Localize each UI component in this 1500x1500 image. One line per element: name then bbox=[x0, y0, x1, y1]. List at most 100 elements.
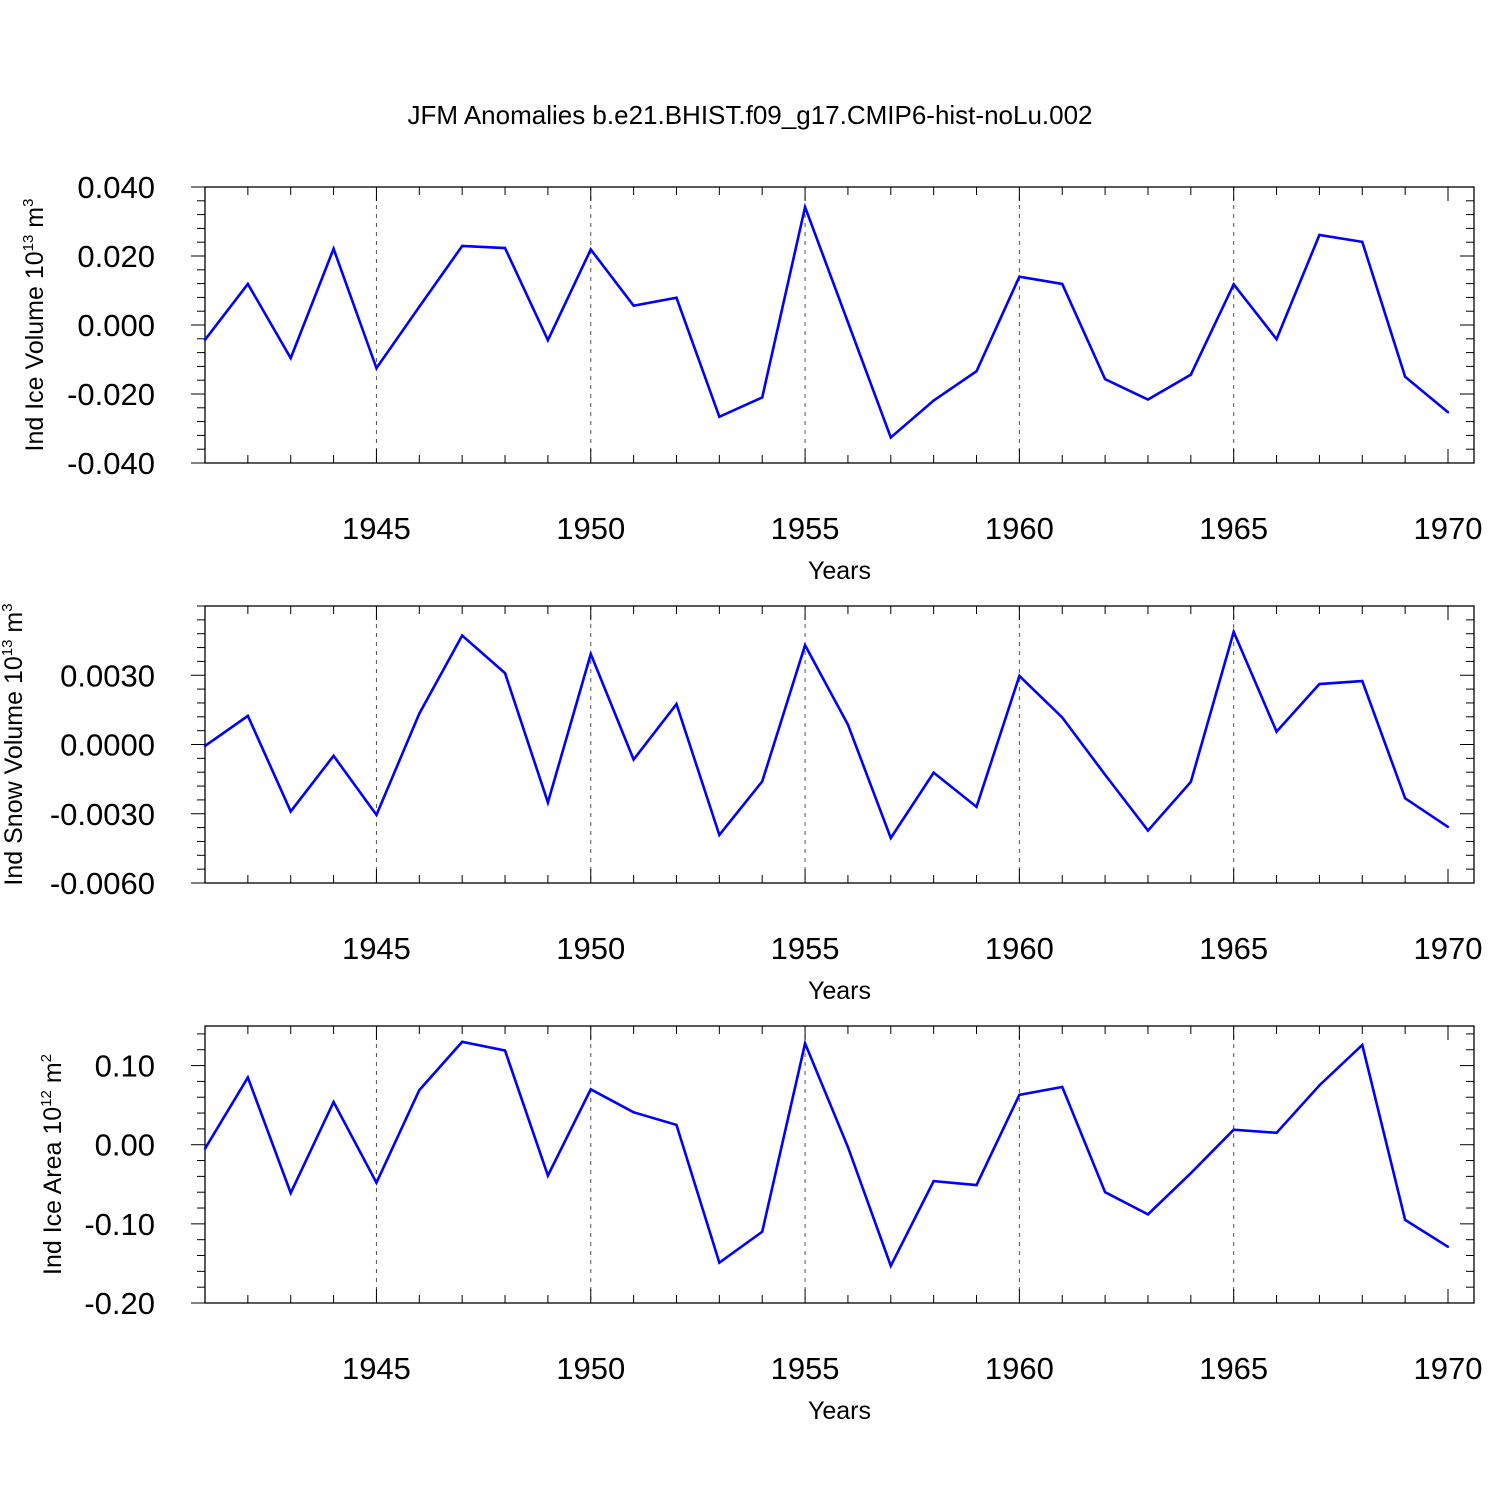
data-point bbox=[1103, 1191, 1107, 1194]
data-point bbox=[718, 415, 721, 418]
data-point bbox=[1361, 1043, 1364, 1047]
data-point bbox=[1403, 1218, 1407, 1222]
data-point bbox=[1403, 375, 1407, 378]
data-point bbox=[203, 1147, 207, 1150]
y-tick-label: -0.0060 bbox=[50, 866, 155, 901]
y-axis-title: Ind Snow Volume 1013 m3 bbox=[0, 603, 28, 885]
data-point bbox=[718, 833, 721, 837]
data-point bbox=[889, 436, 892, 439]
data-point bbox=[289, 1191, 292, 1195]
data-point bbox=[1018, 275, 1021, 278]
data-point bbox=[418, 305, 421, 308]
data-point bbox=[932, 399, 935, 402]
y-tick-label: 0.000 bbox=[77, 308, 155, 343]
x-tick-label: 1945 bbox=[342, 511, 411, 546]
data-point bbox=[1446, 825, 1450, 829]
plot-frame bbox=[204, 1025, 1475, 1304]
y-tick-label: 0.040 bbox=[77, 170, 155, 205]
data-point bbox=[546, 338, 550, 342]
data-point bbox=[1361, 240, 1364, 244]
data-point bbox=[460, 1040, 464, 1044]
series-line bbox=[203, 1039, 1449, 1270]
data-point bbox=[675, 296, 678, 299]
x-tick-label: 1955 bbox=[771, 931, 840, 966]
data-point bbox=[1146, 398, 1150, 401]
data-point bbox=[932, 1179, 935, 1183]
chart-title: JFM Anomalies b.e21.BHIST.f09_g17.CMIP6-… bbox=[407, 100, 1092, 130]
data-point bbox=[332, 754, 335, 758]
data-point bbox=[546, 801, 550, 804]
data-point bbox=[503, 1049, 507, 1052]
data-point bbox=[1189, 780, 1193, 784]
y-tick-label: -0.040 bbox=[67, 446, 155, 481]
data-point bbox=[1189, 373, 1193, 376]
data-point bbox=[246, 282, 250, 286]
data-point bbox=[932, 771, 935, 774]
data-point bbox=[332, 1100, 335, 1104]
x-tick-label: 1965 bbox=[1199, 1351, 1268, 1386]
x-tick-label: 1960 bbox=[985, 1351, 1054, 1386]
data-point bbox=[375, 1181, 378, 1184]
data-point bbox=[375, 813, 378, 817]
data-point bbox=[418, 1088, 421, 1092]
series-line bbox=[203, 202, 1449, 440]
data-point bbox=[203, 744, 207, 748]
data-point bbox=[1232, 283, 1235, 286]
x-tick-label: 1965 bbox=[1199, 511, 1268, 546]
data-point bbox=[289, 356, 292, 360]
x-axis-title: Years bbox=[808, 1397, 871, 1425]
data-point bbox=[589, 1088, 592, 1091]
data-point bbox=[889, 1264, 892, 1268]
data-point bbox=[1275, 1131, 1278, 1135]
x-tick-label: 1960 bbox=[985, 511, 1054, 546]
data-point bbox=[761, 1230, 764, 1233]
data-point bbox=[1103, 773, 1107, 776]
data-point bbox=[1318, 233, 1321, 237]
data-point bbox=[546, 1174, 550, 1177]
data-point bbox=[589, 652, 592, 656]
data-point bbox=[761, 396, 764, 399]
x-tick-label: 1950 bbox=[556, 511, 625, 546]
y-tick-label: 0.10 bbox=[95, 1049, 155, 1084]
data-point bbox=[1018, 674, 1021, 678]
series-line bbox=[204, 627, 1449, 841]
data-point bbox=[632, 304, 635, 307]
data-point bbox=[1232, 630, 1235, 634]
data-point bbox=[761, 780, 764, 783]
data-point bbox=[460, 634, 464, 637]
data-point bbox=[975, 370, 978, 373]
data-point bbox=[803, 1042, 807, 1045]
data-point bbox=[1403, 797, 1407, 800]
x-axis-title: Years bbox=[808, 977, 871, 1005]
y-axis-title: Ind Ice Area 1012 m2 bbox=[38, 1054, 67, 1275]
data-point bbox=[846, 723, 850, 726]
data-point bbox=[1318, 1084, 1321, 1087]
data-point bbox=[846, 1145, 850, 1149]
y-tick-label: -0.10 bbox=[84, 1207, 155, 1242]
data-point bbox=[803, 205, 807, 209]
data-point bbox=[1061, 282, 1064, 286]
x-tick-label: 1970 bbox=[1414, 511, 1483, 546]
data-point bbox=[1018, 1093, 1021, 1097]
data-point bbox=[289, 810, 292, 813]
y-axis-title: Ind Ice Volume 1013 m3 bbox=[20, 199, 49, 452]
data-point bbox=[1275, 730, 1278, 733]
x-tick-label: 1955 bbox=[771, 1351, 840, 1386]
data-point bbox=[1061, 1085, 1064, 1089]
x-tick-label: 1970 bbox=[1414, 931, 1483, 966]
x-tick-label: 1945 bbox=[342, 1351, 411, 1386]
data-point bbox=[1146, 829, 1150, 832]
y-tick-label: -0.20 bbox=[84, 1286, 155, 1321]
data-point bbox=[1146, 1213, 1150, 1216]
data-point bbox=[589, 248, 592, 251]
data-point bbox=[846, 321, 850, 324]
data-point bbox=[375, 366, 378, 370]
data-point bbox=[460, 244, 464, 248]
data-point bbox=[503, 671, 507, 675]
panel-2: 1945 1950 1955 1960 1965 1970 -0.0060 -0.0030 0.… bbox=[0, 603, 1482, 1005]
data-point bbox=[246, 714, 250, 718]
y-tick-label: 0.0000 bbox=[60, 728, 155, 763]
y-tick-label: 0.00 bbox=[95, 1128, 155, 1163]
data-point bbox=[975, 1183, 978, 1187]
